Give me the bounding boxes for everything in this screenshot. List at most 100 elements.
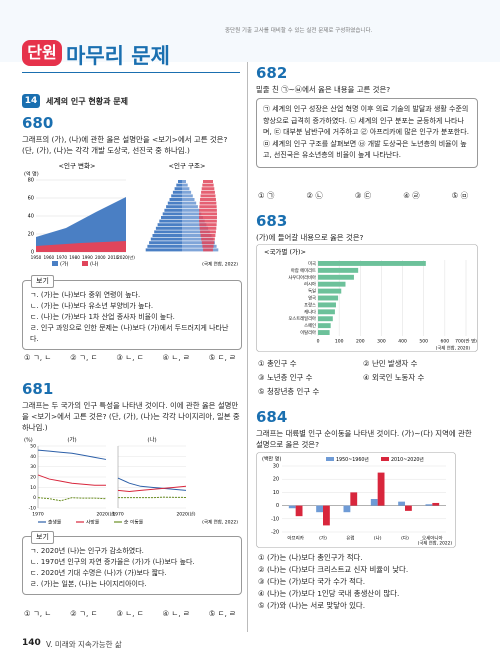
trend-line (118, 496, 187, 499)
pyramid-bar-b (200, 230, 216, 234)
chart-frame (256, 244, 478, 352)
bar (318, 261, 426, 266)
source: (국제 연합, 2022) (418, 540, 453, 547)
y-tick-label: 캐나다 (304, 308, 316, 315)
bogi-list: ㄱ. 2020년 (나)는 인구가 감소하였다. ㄴ. 1970년 인구의 자연 … (30, 546, 234, 590)
pyramid-bar-a (164, 208, 182, 212)
list-item: ㄱ. (가)는 (나)보다 중위 연령이 높다. (30, 291, 141, 299)
list-item: ② ㄱ, ㄷ (70, 609, 98, 618)
bar (350, 492, 358, 506)
x-tick-label: 200 (356, 339, 365, 345)
list-item: ㄹ. (가)는 일본, (나)는 나이지리아이다. (30, 580, 147, 588)
area-a (36, 197, 126, 252)
area-b (36, 241, 126, 252)
list-item: ㄹ. 인구 과잉으로 인한 문제는 (나)보다 (가)에서 두드러지게 나타난다… (30, 324, 229, 343)
options: ① (가)는 (나)보다 총인구가 적다. ② (나)는 (다)보다 크리스트교 … (258, 552, 476, 612)
pyramid-bar-b (200, 194, 216, 198)
pyramid-bar-a (182, 194, 193, 198)
bar (318, 323, 331, 329)
bogi-title: 보기 (31, 275, 54, 288)
bogi-list: ㄱ. (가)는 (나)보다 중위 연령이 높다. ㄴ. (가)는 (나)보다 유소… (30, 290, 234, 345)
pyramid-bar-b (203, 180, 213, 183)
x-tick-label: 2020(년) (176, 511, 195, 518)
list-item: ① ㄱ, ㄴ (24, 353, 52, 362)
pyramid-bar-a (182, 230, 210, 234)
legend-label: (가) (60, 261, 69, 268)
x-tick-label: (가) (319, 535, 327, 542)
pyramid-bar-a (147, 244, 182, 248)
y-tick-label: 0 (31, 250, 34, 256)
y-tick-label: 40 (28, 214, 34, 220)
legend-label: 1950~1960년 (336, 456, 369, 463)
x-tick-label: 1990 (82, 255, 93, 260)
y-tick-label: 30 (273, 464, 279, 470)
pyramid-bar-a (157, 223, 182, 227)
pyramid-bar-a (171, 194, 182, 198)
pyramid-bar-b (202, 183, 214, 187)
question-text: 밑줄 친 ㉠~㉥에서 옳은 내용을 고른 것은? (256, 85, 391, 94)
bar (318, 316, 333, 322)
question-number: 680 (22, 114, 54, 132)
bogi-box: 보기 ㄱ. (가)는 (나)보다 중위 연령이 높다. ㄴ. (가)는 (나)보다… (22, 275, 242, 350)
legend-label: 순 이동률 (124, 519, 144, 526)
options: ① ㉠ ② ㉡ ③ ㉢ ④ ㉣ ⑤ ㉤ (258, 190, 468, 201)
y-tick-label: 20 (273, 477, 279, 483)
pyramid-bar-a (182, 241, 215, 245)
list-item: ⑤ ㄷ, ㄹ (208, 353, 236, 362)
pyramid-bar-a (182, 248, 219, 252)
x-tick-label: 100 (335, 339, 344, 345)
pyramid-bar-a (155, 226, 182, 230)
source: (국제 연합, 2020) (436, 345, 471, 352)
list-item: ② ㉡ (306, 191, 323, 200)
page-number: 140 (22, 638, 41, 648)
pyramid-bar-a (182, 187, 190, 191)
bar (318, 302, 336, 308)
list-item: ㄴ. (가)는 (나)보다 유소년 부양비가 높다. (30, 302, 154, 310)
pyramid-bar-b (203, 248, 213, 252)
pyramid-bar-b (201, 190, 215, 194)
list-item: ⑤ (가)와 (나)는 서로 맞닿아 있다. (258, 601, 366, 610)
x-tick-label: 600 (441, 339, 450, 345)
footer-unit: V. 미래와 지속가능한 삶 (46, 640, 122, 649)
y-tick-label: 오스트레일리아 (288, 315, 316, 322)
list-item: ㄷ. (나)는 (가)보다 1차 산업 종사자 비율이 높다. (30, 313, 175, 321)
list-item: ③ 노년층 인구 수 (258, 373, 313, 382)
figure-title: <인구 구조> (169, 161, 206, 170)
x-tick-label: 오세아니아 (422, 535, 444, 542)
list-item: ㄱ. 2020년 (나)는 인구가 감소하였다. (30, 547, 144, 555)
column-divider (247, 62, 248, 632)
trend-line (117, 485, 187, 492)
legend-swatch (82, 261, 88, 266)
pyramid-bar-b (201, 237, 215, 241)
question-number: 682 (256, 64, 288, 82)
list-item: ④ ㉣ (403, 191, 420, 200)
y-tick-label: 스페인 (304, 322, 316, 329)
axis-unit: (억 명) (24, 171, 39, 178)
pyramid-bar-a (167, 201, 182, 205)
pyramid-bar-b (200, 198, 216, 201)
pyramid-bar-b (199, 208, 217, 212)
header-title: 마무리 문제 (66, 44, 170, 68)
legend-label: 사망률 (86, 519, 100, 526)
pyramid-bar-b (199, 216, 217, 219)
passage-box: ㉠ 세계의 인구 성장은 산업 혁명 이후 의료 기술의 발달과 생활 수준의 … (256, 98, 478, 168)
legend-label: (나) (90, 261, 99, 268)
bar (398, 501, 405, 506)
pyramid-bar-a (182, 216, 203, 219)
trend-line (37, 474, 106, 486)
figure-title: <인구 변화> (59, 161, 96, 170)
list-item: ④ 외국인 노동자 수 (363, 373, 425, 382)
pyramid-bar-a (182, 219, 205, 223)
bar (343, 505, 351, 513)
chart-683: <국가별 (가)> 0 100 200 300 400 500 600 700(만 명) 미국아랍… (256, 244, 478, 352)
pyramid-bar-a (182, 180, 186, 183)
bar (316, 505, 323, 513)
x-tick-label: 유럽 (346, 535, 354, 542)
bar (323, 505, 330, 526)
y-tick-label: 10 (273, 490, 279, 496)
question-text: 그래프의 (가), (나)에 관한 옳은 설명만을 <보기>에서 고른 것은? … (22, 135, 228, 155)
trend-line (117, 477, 187, 491)
pyramid-bar-a (154, 230, 182, 234)
header-note: 중단원 기출 고사를 대비할 수 있는 실전 문제로 구성하였습니다. (225, 28, 373, 34)
